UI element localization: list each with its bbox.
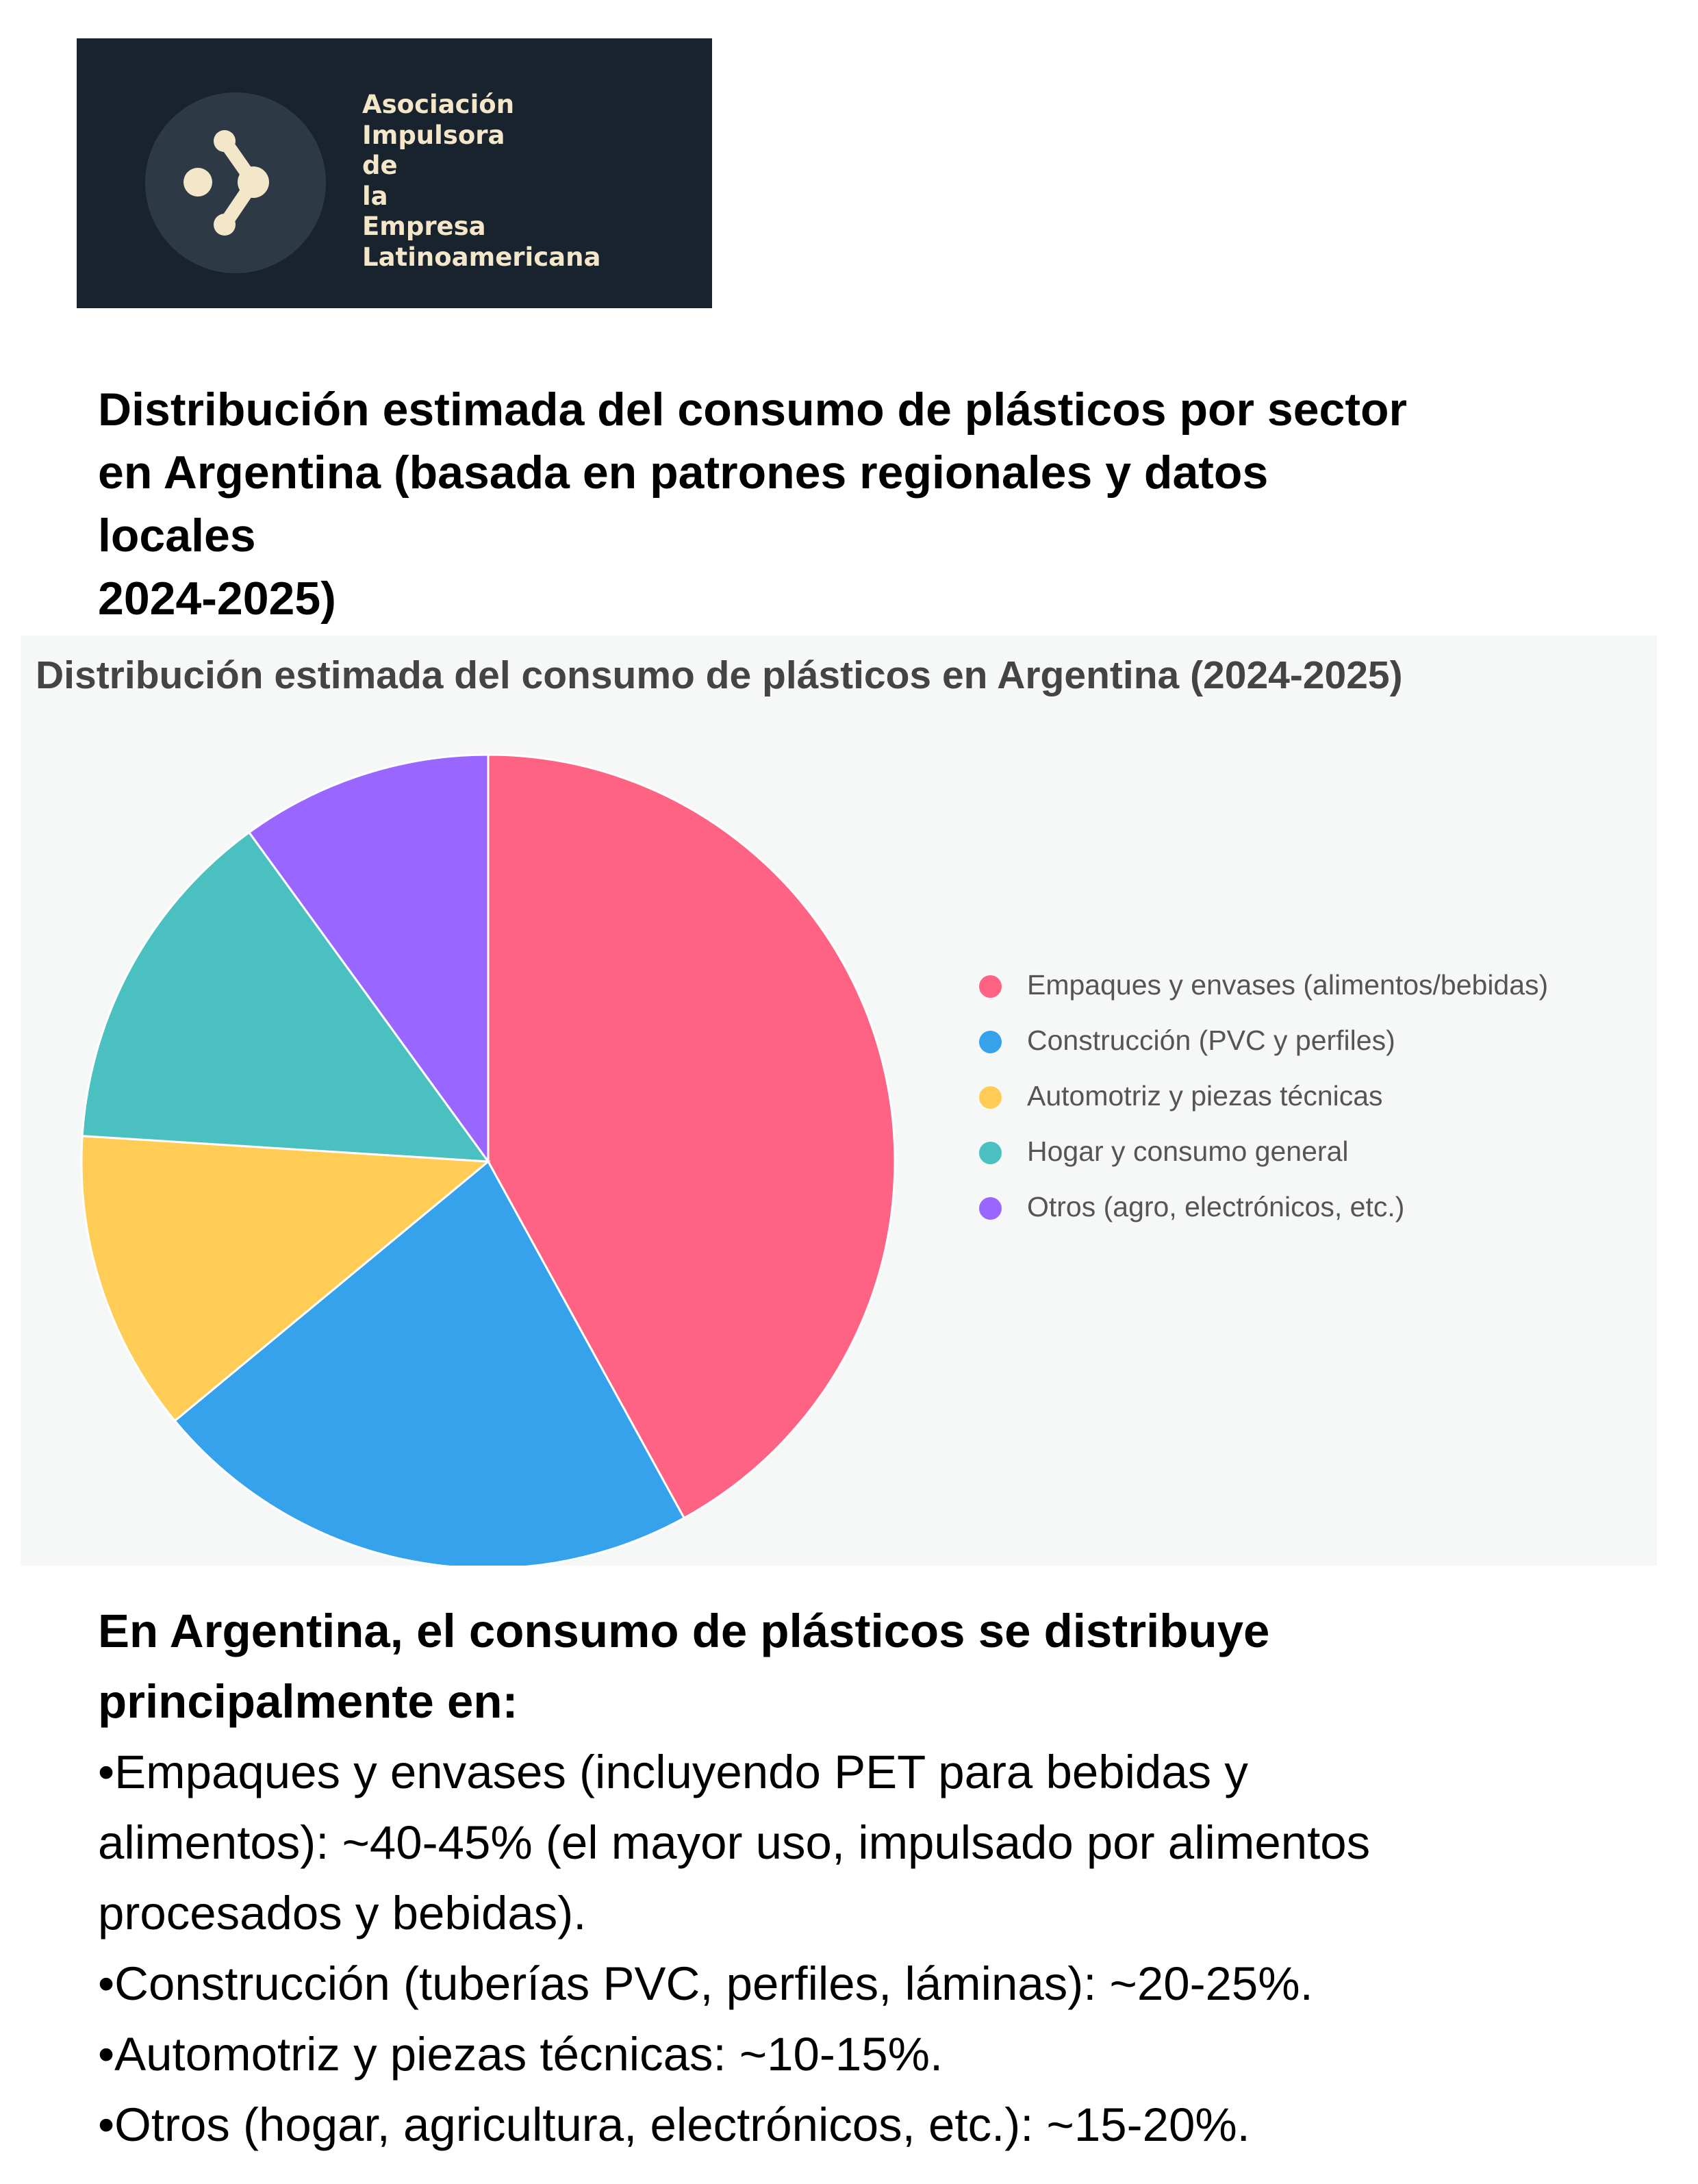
chart-panel: Distribución estimada del consumo de plá…: [21, 636, 1657, 1566]
page-title: Distribución estimada del consumo de plá…: [98, 378, 1591, 630]
summary-heading-line: principalmente en:: [98, 1675, 518, 1728]
logo-banner: Asociación Impulsora de la Empresa Latin…: [77, 38, 712, 308]
summary-body-line: •Otros (hogar, agricultura, electrónicos…: [98, 2098, 1250, 2151]
legend-label: Automotriz y piezas técnicas: [1027, 1080, 1383, 1112]
pie-slice[interactable]: [173, 1159, 686, 1566]
legend-label: Construcción (PVC y perfiles): [1027, 1025, 1395, 1056]
logo-line: Latinoamericana: [362, 242, 601, 272]
legend-color-dot: [979, 1086, 1002, 1109]
legend-color-dot: [979, 1142, 1002, 1164]
page-title-line: Distribución estimada del consumo de plá…: [98, 384, 1408, 436]
summary-heading-line: En Argentina, el consumo de plásticos se…: [98, 1605, 1270, 1657]
summary-section: En Argentina, el consumo de plásticos se…: [98, 1596, 1673, 2160]
logo-line: Empresa: [362, 212, 486, 241]
node-network-logo-icon: [183, 130, 269, 236]
summary-body-line: procesados y bebidas).: [98, 1887, 587, 1940]
pie-slice[interactable]: [487, 753, 896, 1520]
logo-line: Impulsora: [362, 120, 505, 150]
chart-legend: Empaques y envases (alimentos/bebidas) Co…: [979, 962, 1650, 1239]
page-title-line: locales: [98, 510, 256, 562]
logo-line: de: [362, 151, 398, 180]
legend-item[interactable]: Construcción (PVC y perfiles): [979, 1017, 1650, 1072]
logo-line: la: [362, 181, 388, 211]
summary-body-line: •Empaques y envases (incluyendo PET para…: [98, 1746, 1248, 1798]
pie-slice[interactable]: [80, 1135, 491, 1422]
chart-title: Distribución estimada del consumo de plá…: [36, 653, 1403, 697]
pie-slice[interactable]: [247, 753, 490, 1165]
summary-body-line: •Automotriz y piezas técnicas: ~10-15%.: [98, 2028, 943, 2081]
legend-item[interactable]: Automotriz y piezas técnicas: [979, 1072, 1650, 1128]
logo-line: Asociación: [362, 90, 515, 119]
summary-body-line: alimentos): ~40-45% (el mayor uso, impul…: [98, 1816, 1371, 1869]
legend-item[interactable]: Hogar y consumo general: [979, 1128, 1650, 1183]
legend-color-dot: [979, 1197, 1002, 1220]
page-title-line: 2024-2025): [98, 573, 336, 625]
logo-circle: [145, 92, 326, 273]
pie-chart: [80, 753, 896, 1566]
legend-item[interactable]: Empaques y envases (alimentos/bebidas): [979, 962, 1650, 1017]
legend-item[interactable]: Otros (agro, electrónicos, etc.): [979, 1183, 1650, 1239]
summary-body-line: •Construcción (tuberías PVC, perfiles, l…: [98, 1957, 1313, 2010]
page-title-line: en Argentina (basada en patrones regiona…: [98, 447, 1269, 499]
pie-slice[interactable]: [81, 831, 491, 1163]
legend-color-dot: [979, 1031, 1002, 1053]
legend-color-dot: [979, 975, 1002, 998]
legend-label: Hogar y consumo general: [1027, 1135, 1349, 1167]
logo-wordmark: Asociación Impulsora de la Empresa Latin…: [362, 90, 705, 273]
legend-label: Otros (agro, electrónicos, etc.): [1027, 1191, 1405, 1222]
legend-label: Empaques y envases (alimentos/bebidas): [1027, 969, 1549, 1001]
